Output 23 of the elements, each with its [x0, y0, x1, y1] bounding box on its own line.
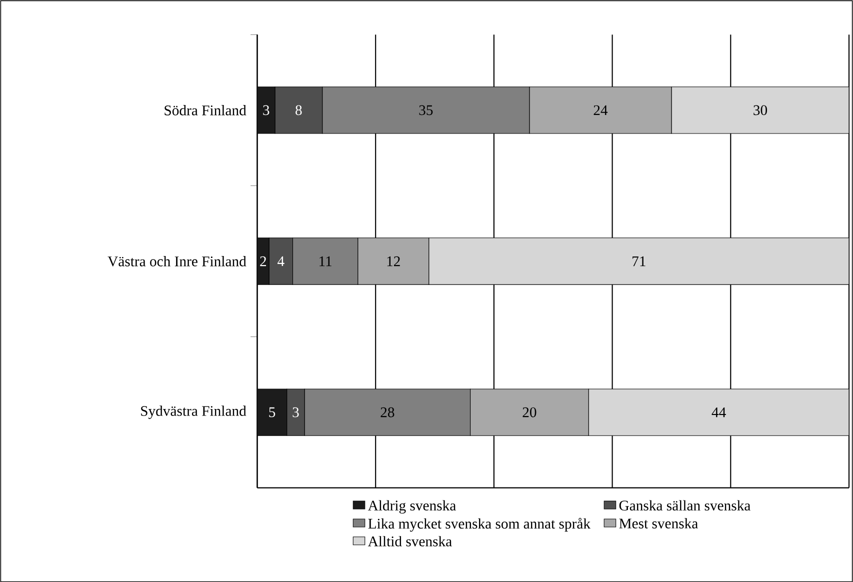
data-label: 5: [269, 407, 276, 417]
data-label: 71: [632, 256, 646, 266]
legend-label: Alltid svenska: [368, 536, 452, 546]
data-label: 2: [260, 256, 266, 266]
legend-label: Lika mycket svenska som annat språk: [368, 518, 591, 532]
legend-label: Mest svenska: [619, 518, 698, 528]
legend-label: Aldrig svenska: [368, 500, 456, 514]
data-label: 8: [296, 105, 302, 115]
y-tick-label: Västra och Inre Finland: [108, 256, 246, 266]
data-label: 30: [754, 105, 768, 115]
data-label: 28: [380, 407, 394, 418]
data-label: 20: [522, 407, 536, 418]
data-label: 3: [292, 407, 299, 417]
data-label: 4: [278, 256, 284, 266]
data-label: 3: [263, 105, 270, 115]
legend-label: Ganska sällan svenska: [619, 500, 750, 510]
data-label: 24: [594, 105, 608, 115]
data-label: 11: [320, 256, 332, 266]
data-label: 35: [419, 105, 433, 115]
data-label: 12: [387, 256, 400, 266]
y-tick-label: Sydvästra Finland: [141, 405, 246, 419]
data-label: 44: [712, 407, 726, 417]
y-tick-label: Södra Finland: [164, 104, 246, 116]
